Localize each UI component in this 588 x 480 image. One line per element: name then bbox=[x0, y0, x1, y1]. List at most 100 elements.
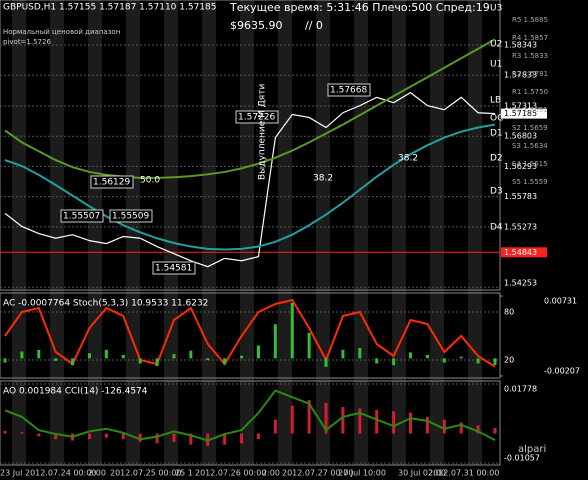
annotation-box bbox=[109, 209, 153, 223]
stripe bbox=[164, 0, 178, 465]
level-tag bbox=[501, 247, 547, 258]
histogram-bar bbox=[273, 324, 277, 359]
histogram-bar bbox=[358, 408, 362, 434]
extra: // 0 bbox=[305, 19, 323, 32]
y-tick-label: 80 bbox=[504, 308, 514, 317]
histogram-bar bbox=[476, 358, 480, 364]
histogram-bar bbox=[20, 432, 24, 434]
histogram-bar bbox=[240, 433, 244, 444]
annotation: 1.56129 bbox=[93, 178, 130, 188]
histogram-bar bbox=[409, 352, 413, 359]
pivot-price: S3 1.5634 bbox=[512, 142, 548, 150]
histogram-bar bbox=[493, 358, 497, 365]
histogram-bar bbox=[256, 345, 260, 359]
histogram-bar bbox=[256, 433, 260, 440]
histogram-bar bbox=[459, 356, 463, 359]
histogram-bar bbox=[307, 332, 311, 359]
status: Текущее время: 5:31:46 Плечо:500 Спред:1… bbox=[229, 1, 490, 14]
histogram-bar bbox=[172, 354, 176, 359]
brand: alpari bbox=[518, 444, 546, 455]
histogram-bar bbox=[3, 358, 7, 363]
stripe bbox=[88, 0, 102, 465]
histogram-bar bbox=[409, 412, 413, 434]
annotation: 1.55509 bbox=[112, 212, 149, 222]
annotation-box bbox=[90, 175, 134, 189]
stripe bbox=[316, 0, 330, 465]
pivot-level: U2 bbox=[490, 40, 502, 50]
histogram-bar bbox=[189, 350, 193, 359]
histogram-bar bbox=[121, 433, 125, 440]
histogram-bar bbox=[425, 416, 429, 434]
pivot-price: S2 1.5659 bbox=[512, 124, 548, 132]
pivot-price: R3 1.5833 bbox=[512, 52, 548, 60]
y-tick-label: -0.01057 bbox=[504, 454, 540, 463]
annotation: 1.55507 bbox=[63, 212, 100, 222]
time-label: 30 Jul 02:00 bbox=[398, 469, 446, 478]
histogram-bar bbox=[71, 358, 75, 366]
y2-tick-label: 0.00731 bbox=[544, 297, 577, 306]
stripe bbox=[12, 0, 26, 465]
histogram-bar bbox=[290, 405, 294, 434]
annotation-box bbox=[327, 83, 371, 97]
histogram-bar bbox=[375, 409, 379, 434]
y-tick-label: 1.57833 bbox=[504, 71, 537, 80]
histogram-bar bbox=[87, 353, 91, 359]
time-label: 2012.07.27 00:00 bbox=[282, 469, 353, 478]
histogram-bar bbox=[172, 433, 176, 442]
price-tag bbox=[501, 108, 547, 119]
annotation: Выдупление М Дяти bbox=[258, 84, 268, 180]
series-line bbox=[4, 123, 496, 251]
main-frame bbox=[0, 0, 501, 291]
histogram-bar bbox=[121, 354, 125, 359]
pivot-price: R2 1.5781 bbox=[512, 70, 548, 78]
y-tick-label: 1.56293 bbox=[504, 162, 537, 171]
y-tick-label: 1.57313 bbox=[504, 102, 537, 111]
histogram-bar bbox=[87, 433, 91, 440]
histogram-bar bbox=[37, 433, 41, 437]
time-label: 2012.07.25 00:00 bbox=[110, 469, 181, 478]
stripe bbox=[354, 0, 368, 465]
histogram-bar bbox=[155, 433, 159, 444]
time-label: 2012.07.24 00:00 bbox=[25, 469, 96, 478]
pivot-level: LB bbox=[490, 96, 501, 106]
annotation: 38.2 bbox=[313, 174, 333, 184]
pivot-price: S1 1.5691 bbox=[512, 106, 548, 114]
histogram-bar bbox=[273, 419, 277, 434]
pivot-level: D3 bbox=[490, 187, 503, 197]
histogram-bar bbox=[138, 358, 142, 364]
time-label: 2:00 bbox=[88, 469, 106, 478]
y2-tick-label: -0.00207 bbox=[544, 367, 580, 376]
time-label: 23 Jul bbox=[0, 469, 22, 478]
stripe bbox=[392, 0, 406, 465]
stripe bbox=[430, 0, 444, 465]
pivot-price: R1 1.5750 bbox=[512, 88, 548, 96]
y-tick-label: 1.58343 bbox=[504, 41, 537, 50]
stripe bbox=[278, 0, 292, 465]
pivot-price: S5 1.5559 bbox=[512, 178, 548, 186]
y-tick-label: 20 bbox=[504, 356, 514, 365]
histogram-bar bbox=[307, 400, 311, 434]
stripe bbox=[468, 0, 482, 465]
histogram-bar bbox=[155, 358, 159, 367]
histogram-bar bbox=[324, 402, 328, 434]
y-tick-label: 1.55783 bbox=[504, 192, 537, 201]
symbol: GBPUSD,H1 1.57155 1.57187 1.57110 1.5718… bbox=[3, 3, 216, 13]
price-label: 1.57185 bbox=[504, 109, 537, 118]
histogram-bar bbox=[459, 422, 463, 434]
histogram-bar bbox=[20, 351, 24, 359]
annotation-box bbox=[235, 110, 279, 124]
histogram-bar bbox=[375, 358, 379, 364]
histogram-bar bbox=[240, 355, 244, 359]
pivot-level: U1 bbox=[490, 60, 502, 70]
histogram-bar bbox=[392, 411, 396, 434]
histogram-bar bbox=[476, 425, 480, 434]
annotation: 50.0 bbox=[140, 176, 160, 186]
histogram-bar bbox=[104, 349, 108, 359]
balance: $9635.90 bbox=[230, 19, 283, 32]
histogram-bar bbox=[358, 348, 362, 359]
y-tick-label: 0.01778 bbox=[504, 385, 537, 394]
histogram-bar bbox=[104, 433, 108, 438]
level-label: 1.54843 bbox=[504, 248, 537, 257]
histogram-bar bbox=[442, 419, 446, 434]
